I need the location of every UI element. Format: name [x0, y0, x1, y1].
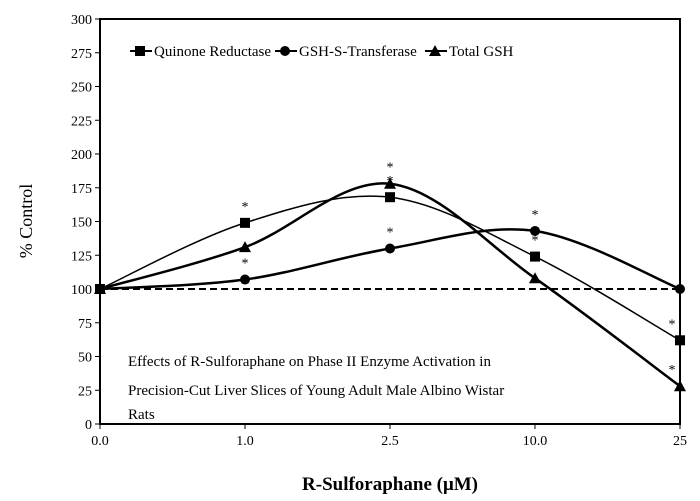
y-tick-label: 75: [78, 317, 92, 332]
y-tick-label: 25: [78, 384, 92, 399]
significance-total-gsh: *: [669, 363, 676, 378]
marker-total-gsh: [239, 241, 251, 253]
x-tick-label: 10.0: [523, 434, 548, 449]
legend-label: Total GSH: [449, 44, 514, 60]
y-tick-label: 0: [85, 418, 92, 433]
x-tick-label: 1.0: [236, 434, 254, 449]
x-tick-label: 2.5: [381, 434, 399, 449]
y-tick-label: 225: [71, 114, 92, 129]
y-tick-label: 275: [71, 47, 92, 62]
legend-label: GSH-S-Transferase: [299, 44, 417, 60]
y-axis-label: % Control: [16, 184, 36, 259]
marker-gsh-s-transferase: [530, 225, 540, 236]
y-tick-label: 150: [71, 216, 92, 231]
series-markers: *********: [94, 161, 686, 392]
legend-marker: [429, 45, 441, 56]
y-tick-label: 125: [71, 249, 92, 264]
annotation-line-2: Precision-Cut Liver Slices of Young Adul…: [128, 383, 504, 399]
line-quinone-reductase: [99, 195, 681, 341]
annotation-line-1: Effects of R-Sulforaphane on Phase II En…: [128, 354, 491, 370]
y-tick-label: 300: [71, 13, 92, 28]
legend: Quinone Reductase GSH-S-Transferase Total …: [130, 44, 514, 60]
significance-quinone-reductase: *: [532, 234, 539, 249]
y-tick-label: 175: [71, 182, 92, 197]
marker-total-gsh: [94, 283, 106, 294]
significance-quinone-reductase: *: [669, 317, 676, 332]
y-tick-label: 100: [71, 283, 92, 298]
x-axis-label: R-Sulforaphane (μM): [302, 474, 478, 495]
significance-quinone-reductase: *: [242, 200, 249, 215]
axes: 0 25 50 75 100 125 150 175 200 225 250 275 300 0.0 1.0…: [71, 13, 687, 449]
marker-gsh-s-transferase: [675, 284, 685, 294]
marker-total-gsh: [384, 177, 396, 189]
x-tick-label: 25: [673, 434, 687, 449]
y-tick-label: 250: [71, 81, 92, 96]
y-tick-label: 50: [78, 351, 92, 366]
marker-quinone-reductase: [675, 335, 685, 346]
marker-gsh-s-transferase: [385, 243, 395, 254]
marker-quinone-reductase: [530, 251, 540, 262]
marker-gsh-s-transferase: [240, 274, 250, 285]
legend-marker: [135, 46, 145, 56]
legend-label: Quinone Reductase: [154, 44, 271, 60]
significance-total-gsh: *: [387, 161, 394, 176]
significance-gsh-s-transferase: *: [242, 257, 249, 272]
marker-quinone-reductase: [240, 217, 250, 228]
marker-total-gsh: [529, 272, 541, 284]
y-tick-label: 200: [71, 148, 92, 163]
marker-quinone-reductase: [385, 192, 395, 203]
significance-gsh-s-transferase: *: [532, 208, 539, 223]
significance-gsh-s-transferase: *: [387, 226, 394, 241]
marker-total-gsh: [674, 380, 686, 392]
legend-marker: [280, 46, 290, 56]
annotation-line-3: Rats: [128, 407, 155, 423]
x-tick-label: 0.0: [91, 434, 109, 449]
